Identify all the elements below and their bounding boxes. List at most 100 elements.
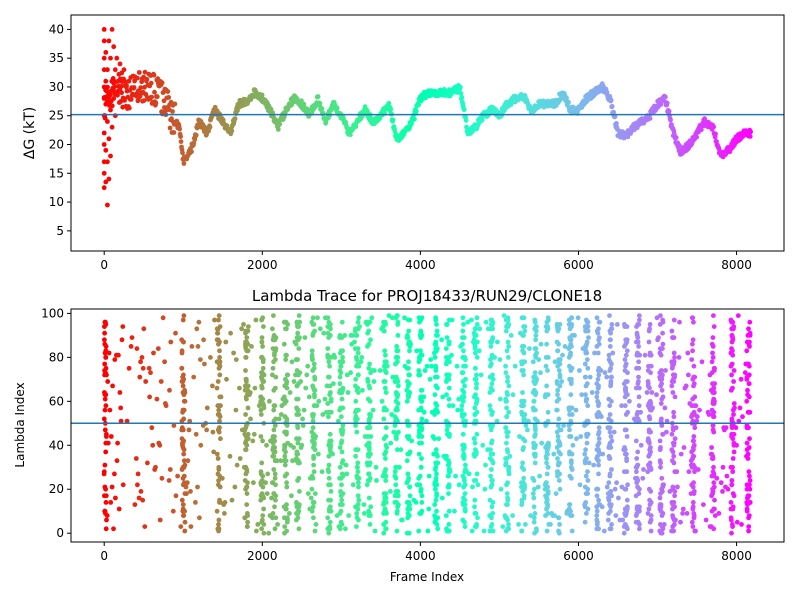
lambda-point [197, 515, 202, 521]
lambda-point [295, 322, 300, 327]
lambda-point [245, 513, 251, 518]
lambda-point [253, 317, 259, 323]
lambda-point [505, 322, 511, 327]
delta-g-point [149, 94, 155, 100]
lambda-point [472, 333, 478, 338]
lambda-point [584, 431, 590, 437]
lambda-point [505, 355, 511, 360]
lambda-point [370, 407, 376, 413]
lambda-point [259, 335, 265, 340]
lambda-point [519, 528, 525, 534]
delta-g-point [106, 136, 112, 142]
lambda-point [188, 489, 193, 494]
lambda-point [658, 401, 664, 406]
delta-g-point [126, 105, 132, 111]
lambda-point [473, 478, 479, 483]
lambda-point [433, 401, 439, 406]
lambda-point [146, 365, 152, 371]
lambda-point [244, 484, 250, 490]
lambda-point [404, 398, 410, 404]
lambda-point [340, 423, 346, 428]
lambda-point [460, 379, 466, 384]
lambda-point [646, 453, 652, 459]
lambda-point [310, 383, 316, 389]
lambda-point [556, 416, 562, 422]
lambda-point [141, 326, 147, 332]
lambda-point [478, 372, 484, 378]
lambda-point [446, 528, 452, 534]
lambda-point [504, 482, 509, 488]
lambda-point [609, 467, 614, 472]
lambda-point [637, 313, 642, 318]
delta-g-point [413, 108, 419, 114]
lambda-point [487, 403, 493, 409]
lambda-point [182, 519, 188, 525]
lambda-point [326, 508, 332, 514]
lambda-point [469, 317, 474, 323]
lambda-point [395, 447, 400, 453]
lambda-point [326, 414, 331, 420]
lambda-point [167, 387, 172, 393]
lambda-point [436, 436, 442, 442]
delta-g-point [154, 94, 160, 100]
lambda-point [697, 407, 702, 413]
lambda-point [462, 508, 468, 514]
lambda-point [383, 526, 389, 532]
lambda-point [331, 381, 336, 387]
lambda-point [355, 361, 361, 367]
lambda-point [399, 517, 405, 523]
delta-g-point [461, 107, 467, 113]
lambda-point [419, 398, 425, 404]
lambda-point [730, 506, 736, 512]
lambda-point [271, 453, 277, 459]
lambda-point [542, 486, 548, 492]
lambda-point [545, 315, 551, 321]
lambda-point [635, 484, 640, 490]
lambda-point [455, 407, 461, 413]
lambda-point [270, 372, 275, 378]
lambda-point [523, 423, 529, 428]
lambda-point [489, 504, 495, 510]
lambda-point [474, 322, 480, 327]
lambda-point [607, 456, 613, 461]
delta-g-point [101, 38, 107, 44]
lambda-point [622, 387, 628, 393]
lambda-point [327, 447, 333, 453]
lambda-point [160, 315, 166, 321]
delta-g-point [409, 121, 414, 126]
lambda-point [243, 440, 248, 446]
delta-g-point [348, 132, 353, 138]
lambda-point [188, 524, 194, 529]
lambda-point [325, 330, 331, 336]
lambda-point [488, 451, 494, 457]
lambda-point [723, 425, 729, 431]
lambda-point [473, 350, 478, 356]
lambda-point [648, 489, 654, 494]
lambda-point [691, 489, 697, 494]
lambda-point [610, 350, 616, 356]
delta-g-point [121, 67, 127, 73]
lambda-point [182, 387, 188, 393]
lambda-point [560, 352, 565, 358]
lambda-point [510, 513, 515, 518]
lambda-point [532, 460, 538, 466]
lambda-point [670, 486, 676, 492]
lambda-point [295, 330, 301, 336]
lambda-point [350, 482, 356, 488]
lambda-point [355, 469, 361, 475]
lambda-point [157, 517, 163, 523]
lambda-point [312, 387, 318, 393]
lambda-point [660, 319, 666, 325]
lambda-point [459, 412, 465, 417]
lambda-point [119, 337, 125, 343]
lambda-point [621, 469, 627, 475]
lambda-point [730, 335, 735, 340]
lambda-point [290, 458, 295, 464]
lambda-point [267, 398, 272, 404]
delta-g-point [165, 89, 171, 94]
lambda-point [669, 528, 674, 534]
lambda-point [354, 524, 359, 529]
lambda-point [251, 431, 257, 437]
lambda-point [367, 513, 373, 518]
